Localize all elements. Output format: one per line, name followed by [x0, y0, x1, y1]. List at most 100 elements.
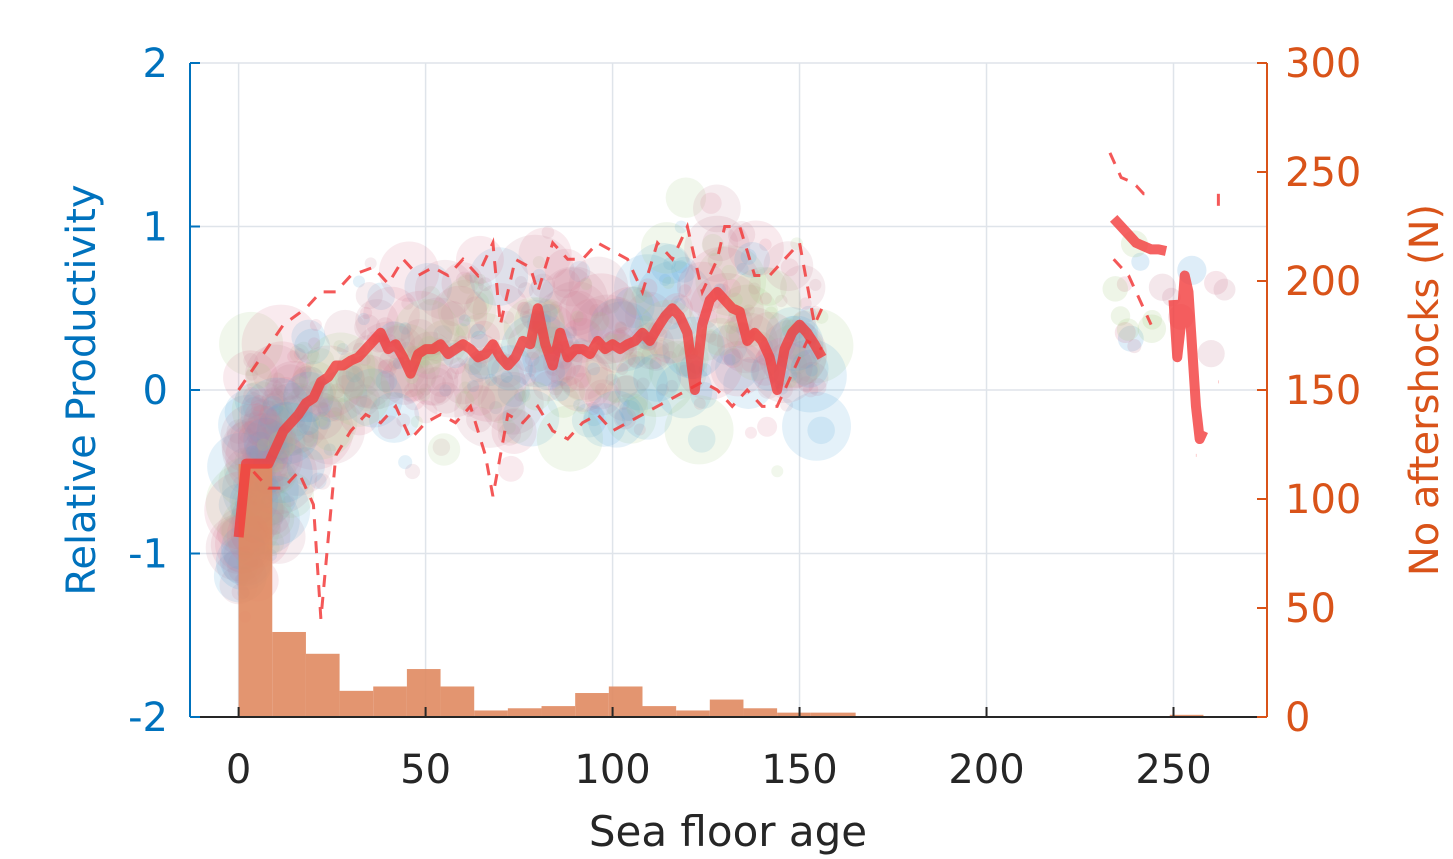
scatter-point [807, 416, 835, 445]
scatter-point [347, 367, 360, 380]
scatter-point [792, 346, 805, 359]
scatter-point [734, 242, 771, 278]
scatter-point [484, 373, 498, 387]
right-tick-label: 250 [1285, 150, 1361, 196]
scatter-point [627, 354, 641, 367]
scatter-point [519, 310, 532, 323]
scatter-point [736, 262, 749, 275]
scatter-point [404, 463, 421, 480]
scatter-point [243, 386, 260, 404]
scatter-point [310, 472, 327, 490]
scatter-point [355, 389, 378, 411]
scatter-point [808, 378, 827, 396]
scatter-point [663, 350, 678, 365]
scatter-point [707, 324, 748, 365]
scatter-point [337, 365, 365, 392]
histogram-bar [777, 712, 811, 717]
scatter-point [352, 275, 365, 288]
scatter-point [387, 357, 401, 371]
scatter-point [581, 403, 626, 447]
scatter-point [318, 417, 332, 430]
scatter-point [633, 423, 646, 436]
scatter-point [271, 396, 287, 412]
scatter-point [323, 443, 336, 456]
scatter-point [359, 394, 372, 407]
lower-band-line [1112, 258, 1153, 326]
scatter-point [796, 361, 829, 394]
scatter-point [470, 323, 486, 340]
scatter-point [432, 438, 451, 456]
scatter-point [431, 285, 488, 342]
histogram-bar [507, 708, 542, 717]
scatter-point [587, 390, 645, 448]
scatter-point [1110, 306, 1131, 326]
scatter-point [693, 184, 741, 233]
left-tick-label: -2 [128, 695, 168, 741]
scatter-point [296, 396, 365, 465]
scatter-point [649, 357, 662, 370]
scatter-point [757, 416, 778, 437]
scatter-point [790, 371, 803, 384]
histogram-bar [642, 706, 677, 717]
scatter-point [532, 371, 564, 402]
scatter-point [518, 227, 572, 281]
scatter-point [559, 377, 572, 390]
scatter-point [653, 340, 669, 356]
scatter-point [604, 298, 620, 314]
scatter-point [262, 422, 275, 435]
scatter-point [522, 372, 536, 387]
scatter-point [571, 310, 584, 323]
scatter-point [456, 271, 472, 288]
scatter-point [707, 252, 723, 268]
scatter-point [463, 296, 488, 320]
left-tick-label: 1 [143, 205, 168, 251]
scatter-point [343, 368, 403, 428]
scatter-point [627, 350, 646, 369]
scatter-point [771, 465, 784, 478]
scatter-point [455, 323, 469, 337]
scatter-point [659, 273, 672, 286]
scatter-point [271, 376, 300, 406]
scatter-point [357, 312, 370, 326]
x-tick-label: 100 [574, 747, 650, 793]
scatter-point [578, 366, 622, 410]
scatter-point [1137, 314, 1167, 343]
scatter-point [355, 299, 399, 343]
scatter-point [275, 384, 288, 398]
scatter-point [328, 407, 343, 422]
scatter-point [271, 513, 284, 526]
scatter-point [782, 391, 852, 461]
x-tick-label: 200 [948, 747, 1024, 793]
scatter-point [497, 375, 530, 408]
scatter-point [266, 379, 283, 396]
scatter-point [468, 361, 489, 383]
scatter-point [1127, 339, 1142, 354]
scatter-point [254, 448, 268, 462]
scatter-point [759, 238, 772, 251]
upper-band-line [237, 221, 824, 391]
scatter-point [809, 278, 822, 291]
scatter-point [425, 364, 459, 398]
scatter-point [1213, 278, 1236, 301]
scatter-point [501, 311, 515, 324]
scatter-point [565, 273, 638, 345]
scatter-point [258, 419, 271, 433]
scatter-point [710, 341, 766, 397]
scatter-point [401, 297, 414, 310]
scatter-point [775, 294, 788, 308]
scatter-point [568, 260, 591, 283]
scatter-point [248, 409, 266, 428]
scatter-point [723, 348, 741, 366]
scatter-point [345, 365, 363, 383]
histogram-bar [743, 708, 778, 717]
scatter-point [373, 397, 386, 410]
scatter-point [412, 340, 491, 418]
scatter-point [589, 303, 604, 319]
scatter-point [271, 404, 284, 417]
x-tick-label: 0 [226, 747, 251, 793]
scatter-point [673, 259, 688, 274]
scatter-point [364, 257, 377, 270]
scatter-point [601, 297, 637, 332]
scatter-point [465, 291, 490, 315]
